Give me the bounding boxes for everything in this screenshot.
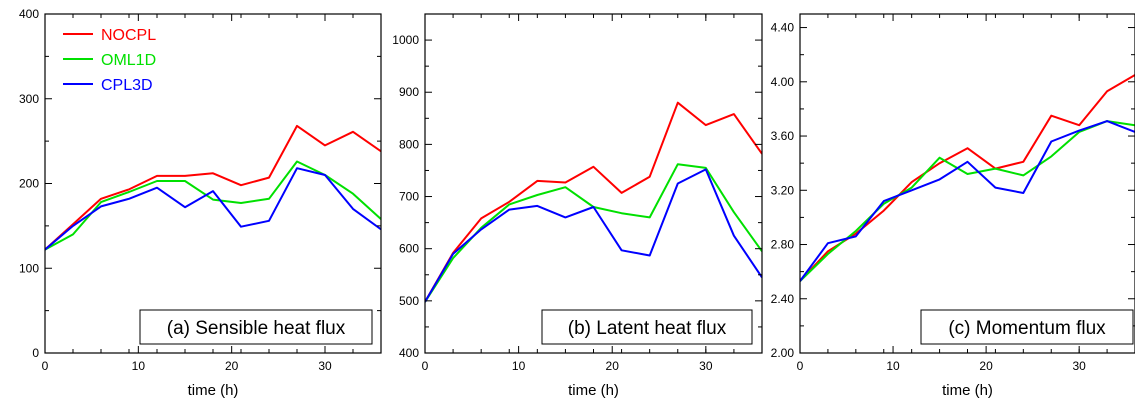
- series-line-cpl3d: [425, 168, 762, 303]
- y-tick-label: 2.80: [771, 238, 795, 252]
- x-tick-label: 10: [886, 359, 900, 373]
- panel-title-box: [139, 309, 373, 345]
- legend-label: OML1D: [101, 52, 156, 69]
- y-tick-label: 3.60: [771, 129, 795, 143]
- series-group: [800, 74, 1135, 282]
- panel-title: (b) Latent heat flux: [568, 318, 727, 339]
- plot-frame: [44, 13, 382, 354]
- x-tick-label: 0: [422, 359, 429, 373]
- y-tick-label: 800: [399, 137, 419, 151]
- series-line-nocpl: [800, 74, 1135, 282]
- x-tick-label: 30: [1072, 359, 1086, 373]
- x-tick-label: 20: [979, 359, 993, 373]
- x-tick-label: 0: [797, 359, 804, 373]
- y-tick-label: 1000: [392, 33, 419, 47]
- y-tick-label: 2.40: [771, 292, 795, 306]
- legend-label: NOCPL: [101, 27, 156, 44]
- y-tick-label: 2.00: [771, 346, 795, 360]
- x-axis-title: time (h): [942, 382, 993, 399]
- y-tick-label: 3.20: [771, 183, 795, 197]
- x-tick-label: 10: [132, 359, 146, 373]
- panel-title-box: [541, 309, 753, 345]
- y-tick-label: 300: [19, 92, 39, 106]
- y-tick-label: 400: [19, 7, 39, 21]
- series-line-oml1d: [800, 120, 1135, 282]
- series-line-nocpl: [425, 101, 762, 303]
- y-tick-label: 200: [19, 177, 39, 191]
- panel-title-box: [920, 309, 1134, 345]
- x-axis-title: time (h): [568, 382, 619, 399]
- y-tick-label: 400: [399, 346, 419, 360]
- y-tick-label: 4.00: [771, 75, 795, 89]
- x-axis-title: time (h): [188, 382, 239, 399]
- legend-label: CPL3D: [101, 77, 153, 94]
- y-tick-label: 900: [399, 85, 419, 99]
- x-tick-label: 30: [699, 359, 713, 373]
- y-tick-label: 600: [399, 242, 419, 256]
- plot-frame: [799, 13, 1135, 354]
- x-tick-label: 20: [606, 359, 620, 373]
- x-tick-label: 20: [225, 359, 239, 373]
- series-line-nocpl: [45, 124, 381, 251]
- legend: NOCPL OML1D CPL3D: [63, 27, 156, 94]
- chart-panel-2: 0 10 20 30 400 500 600 700 800 900 1000 time (h) (b)…: [392, 13, 763, 399]
- series-line-cpl3d: [800, 120, 1135, 282]
- series-group: [45, 124, 381, 251]
- panel-title: (c) Momentum flux: [948, 318, 1106, 339]
- series-group: [425, 101, 762, 303]
- x-tick-label: 10: [512, 359, 526, 373]
- y-tick-label: 0: [32, 346, 39, 360]
- series-line-oml1d: [45, 160, 381, 251]
- panel-title: (a) Sensible heat flux: [167, 318, 346, 339]
- y-tick-label: 100: [19, 261, 39, 275]
- y-tick-label: 500: [399, 294, 419, 308]
- chart-panel-3: 0 10 20 30 2.00 2.40 2.80 3.20 3.60 4.00 4.40 time …: [771, 13, 1135, 399]
- y-tick-label: 4.40: [771, 21, 795, 35]
- series-line-cpl3d: [45, 167, 381, 251]
- x-tick-label: 0: [42, 359, 49, 373]
- y-tick-label: 700: [399, 190, 419, 204]
- x-tick-label: 30: [318, 359, 332, 373]
